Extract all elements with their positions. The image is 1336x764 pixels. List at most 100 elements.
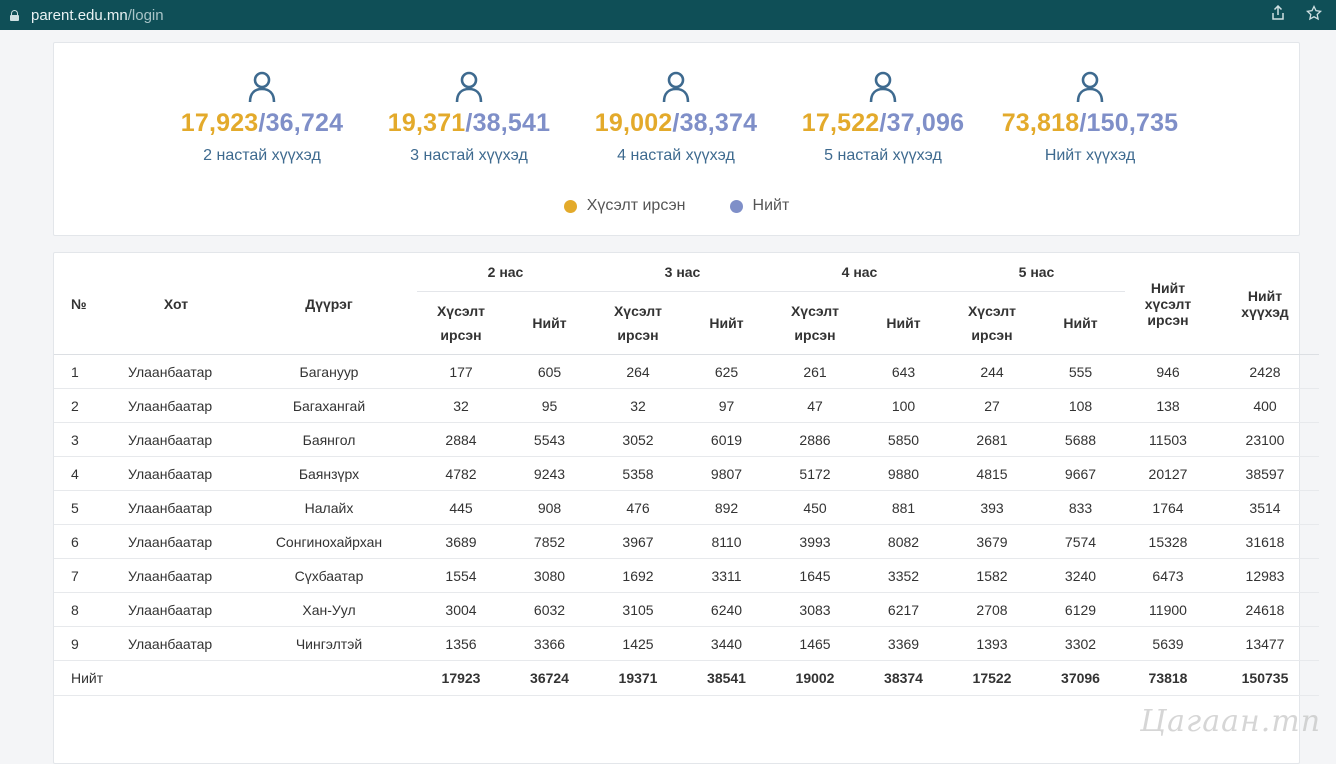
stat-total: 38,541 [472,109,551,137]
table-cell: 3352 [859,558,948,593]
url-host: parent.edu.mn [31,6,128,24]
table-cell: 9243 [505,456,594,491]
table-cell: Баянгол [241,422,417,457]
table-cell: 11503 [1125,422,1211,457]
table-cell: 476 [594,490,682,525]
table-cell: 19371 [594,660,682,696]
stat-label: 5 настай хүүхэд [824,147,942,164]
table-row: 6 Улаанбаатар Сонгинохайрхан 3689 7852 3967 81… [54,524,1319,559]
table-cell: 3 [54,422,111,457]
table-row: 2 Улаанбаатар Багахангай 32 95 32 97 47 100 27 108… [54,388,1319,423]
stat-total: 37,096 [886,109,965,137]
table-cell: 450 [771,490,859,525]
table-cell: 9807 [682,456,771,491]
table-cell: 2 [54,388,111,423]
table-cell: 892 [682,490,771,525]
table-cell: 3679 [948,524,1036,559]
table-cell: 17522 [948,660,1036,696]
table-cell: 19002 [771,660,859,696]
table-cell: 7 [54,558,111,593]
table-cell: 881 [859,490,948,525]
table-row: 3 Улаанбаатар Баянгол 2884 5543 3052 6019 2886 5… [54,422,1319,457]
table-cell: 177 [417,354,505,389]
header-line: ирсэн [440,327,482,343]
table-cell: 1582 [948,558,1036,593]
lock-icon [10,9,19,21]
table-cell: Улаанбаатар [111,592,241,627]
table-cell: 7852 [505,524,594,559]
table-cell: 3004 [417,592,505,627]
col-header-age5: 5 нас [948,253,1125,292]
stat-separator: / [465,109,473,137]
table-cell: 244 [948,354,1036,389]
district-table-card: № Хот Дүүрэг 2 нас 3 нас 4 нас 5 нас Ний… [53,252,1319,764]
star-icon[interactable] [1305,4,1323,25]
legend-item-requested[interactable]: Хүсэлт ирсэн [563,197,686,215]
table-cell: 6 [54,524,111,559]
share-icon[interactable] [1270,4,1286,25]
stat-label: 2 настай хүүхэд [203,147,321,164]
table-cell: 8110 [682,524,771,559]
person-icon [455,71,483,103]
legend: Хүсэлт ирсэн Нийт [54,197,1299,215]
stat-separator: / [258,109,266,137]
table-cell: 138 [1125,388,1211,423]
table-cell: 9880 [859,456,948,491]
header-line: ирсэн [794,327,836,343]
table-cell: Улаанбаатар [111,456,241,491]
table-cell: 5639 [1125,626,1211,661]
col-header-requested: Хүсэлт ирсэн [771,292,859,355]
table-cell: 3105 [594,592,682,627]
table-row: 1 Улаанбаатар Багануур 177 605 264 625 261 643 24… [54,354,1319,389]
table-cell: 946 [1125,354,1211,389]
stat-separator: / [879,109,887,137]
table-cell: 400 [1211,388,1319,423]
table-cell: 605 [505,354,594,389]
legend-dot-total [729,199,743,213]
table-cell: 38597 [1211,456,1319,491]
table-cell: 4782 [417,456,505,491]
person-icon [869,71,897,103]
table-cell: Улаанбаатар [111,354,241,389]
person-icon [1076,71,1104,103]
table-row: 9 Улаанбаатар Чингэлтэй 1356 3366 1425 3440 146… [54,626,1319,661]
legend-item-total[interactable]: Нийт [729,197,789,215]
header-line: ирсэн [971,327,1013,343]
table-cell: 2886 [771,422,859,457]
table-cell: 23100 [1211,422,1319,457]
table-total-row: Нийт 17923 36724 19371 38541 19002 38374 17522 3… [54,660,1319,696]
table-cell: 908 [505,490,594,525]
table-cell: 38374 [859,660,948,696]
table-cell: 2681 [948,422,1036,457]
table-cell: 17923 [417,660,505,696]
col-header-age4: 4 нас [771,253,948,292]
table-cell: 5688 [1036,422,1125,457]
url-field[interactable]: parent.edu.mn/login [31,7,164,24]
table-cell: Сонгинохайрхан [241,524,417,559]
table-cell: 264 [594,354,682,389]
table-cell: 8 [54,592,111,627]
watermark: Цагаан.mn [1140,704,1322,739]
table-cell: 97 [682,388,771,423]
stat-requested: 19,371 [387,109,466,137]
table-cell: 6473 [1125,558,1211,593]
table-cell: Улаанбаатар [111,388,241,423]
table-row: 5 Улаанбаатар Налайх 445 908 476 892 450 881 393 8… [54,490,1319,525]
table-cell: 3440 [682,626,771,661]
stat-numbers: 17,923/36,724 [162,109,362,138]
stat-requested: 17,923 [180,109,259,137]
table-cell: 1645 [771,558,859,593]
table-cell: 9667 [1036,456,1125,491]
table-cell: 9 [54,626,111,661]
col-header-city: Хот [163,295,189,312]
table-cell: 2708 [948,592,1036,627]
table-cell: 11900 [1125,592,1211,627]
table-cell: 100 [859,388,948,423]
header-line: Хүсэлт [436,303,486,319]
table-cell: Улаанбаатар [111,626,241,661]
table-cell: 4 [54,456,111,491]
table-cell: 445 [417,490,505,525]
table-cell: 31618 [1211,524,1319,559]
table-cell: 2884 [417,422,505,457]
stat-block: 19,371/38,541 3 настай хүүхэд [369,71,569,165]
